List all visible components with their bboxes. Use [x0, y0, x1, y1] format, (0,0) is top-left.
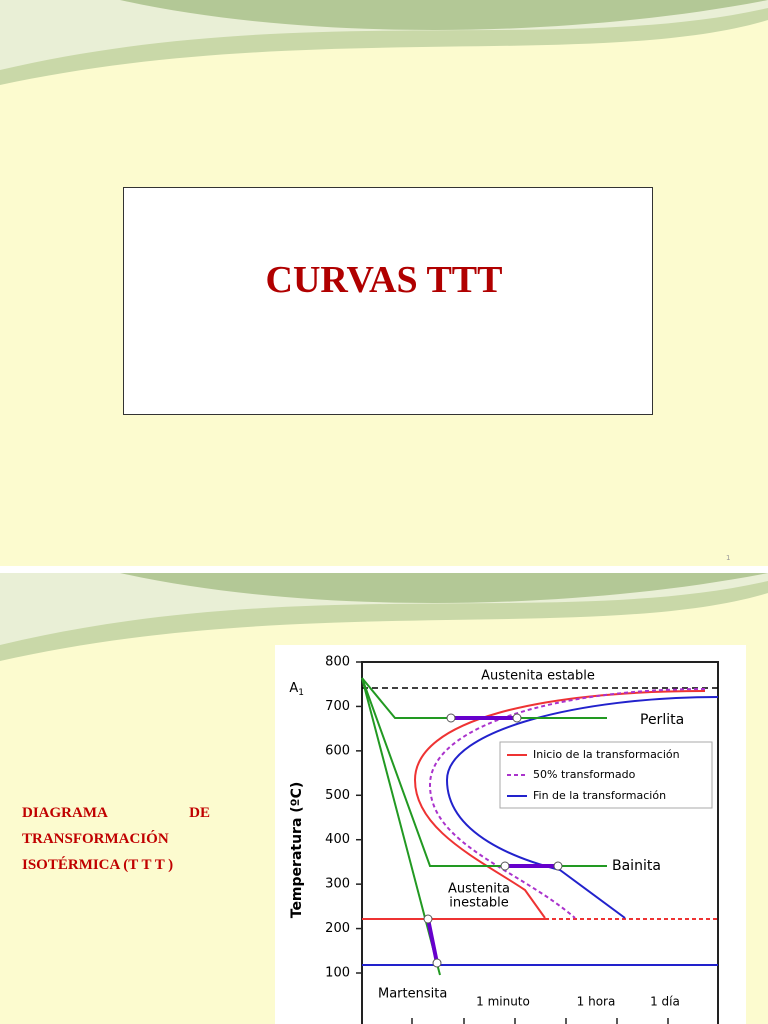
wave — [0, 0, 768, 85]
plot-frame — [361, 661, 719, 1024]
y-tick-label: 100 — [325, 966, 350, 981]
page-number: 1 — [726, 554, 731, 562]
markers — [423, 713, 563, 968]
y-tick-label: 600 — [325, 743, 350, 758]
y-tick-label: 800 — [325, 655, 350, 670]
a1-letter: A — [289, 681, 298, 696]
label: Austenita estable — [481, 669, 595, 684]
title-box — [123, 187, 653, 415]
martensite-path — [361, 677, 441, 976]
slide-1: CURVAS TTT 1 — [0, 0, 768, 566]
y-tick-label: 200 — [325, 921, 350, 936]
legend-label: Fin de la transformación — [533, 789, 666, 802]
label: Perlita — [640, 712, 684, 728]
martensite-segment — [426, 918, 439, 964]
end-curve — [445, 696, 719, 919]
slide-title: CURVAS TTT — [265, 259, 503, 301]
y-tick-label: 500 — [325, 788, 350, 803]
a1-subscript: 1 — [298, 688, 304, 698]
start-curve — [413, 690, 706, 919]
y-tick-label: 300 — [325, 877, 350, 892]
legend-label: 50% transformado — [533, 768, 636, 781]
time-label: 1 día — [650, 995, 680, 1009]
half-curve — [428, 688, 706, 919]
label: Martensita — [378, 987, 447, 1002]
slide-text: DIAGRAMA DE TRANSFORMACIÓN ISOTÉRMICA (T… — [22, 805, 210, 873]
time-ticks — [411, 1018, 669, 1024]
y-axis-label: Temperatura (ºC) — [289, 782, 305, 919]
wave — [0, 573, 768, 661]
label: inestable — [449, 896, 509, 911]
y-tick-label: 700 — [325, 699, 350, 714]
perlite-path — [361, 677, 607, 719]
legend-box — [499, 741, 713, 809]
label: Austenita — [448, 882, 510, 897]
time-label: 1 hora — [577, 995, 616, 1009]
figure-background — [275, 645, 746, 1024]
legend-label: Inicio de la transformación — [533, 748, 680, 761]
y-tick-label: 400 — [325, 832, 350, 847]
label: Bainita — [612, 858, 661, 874]
time-label: 1 minuto — [476, 995, 530, 1009]
a1-label: A1 — [289, 681, 304, 698]
